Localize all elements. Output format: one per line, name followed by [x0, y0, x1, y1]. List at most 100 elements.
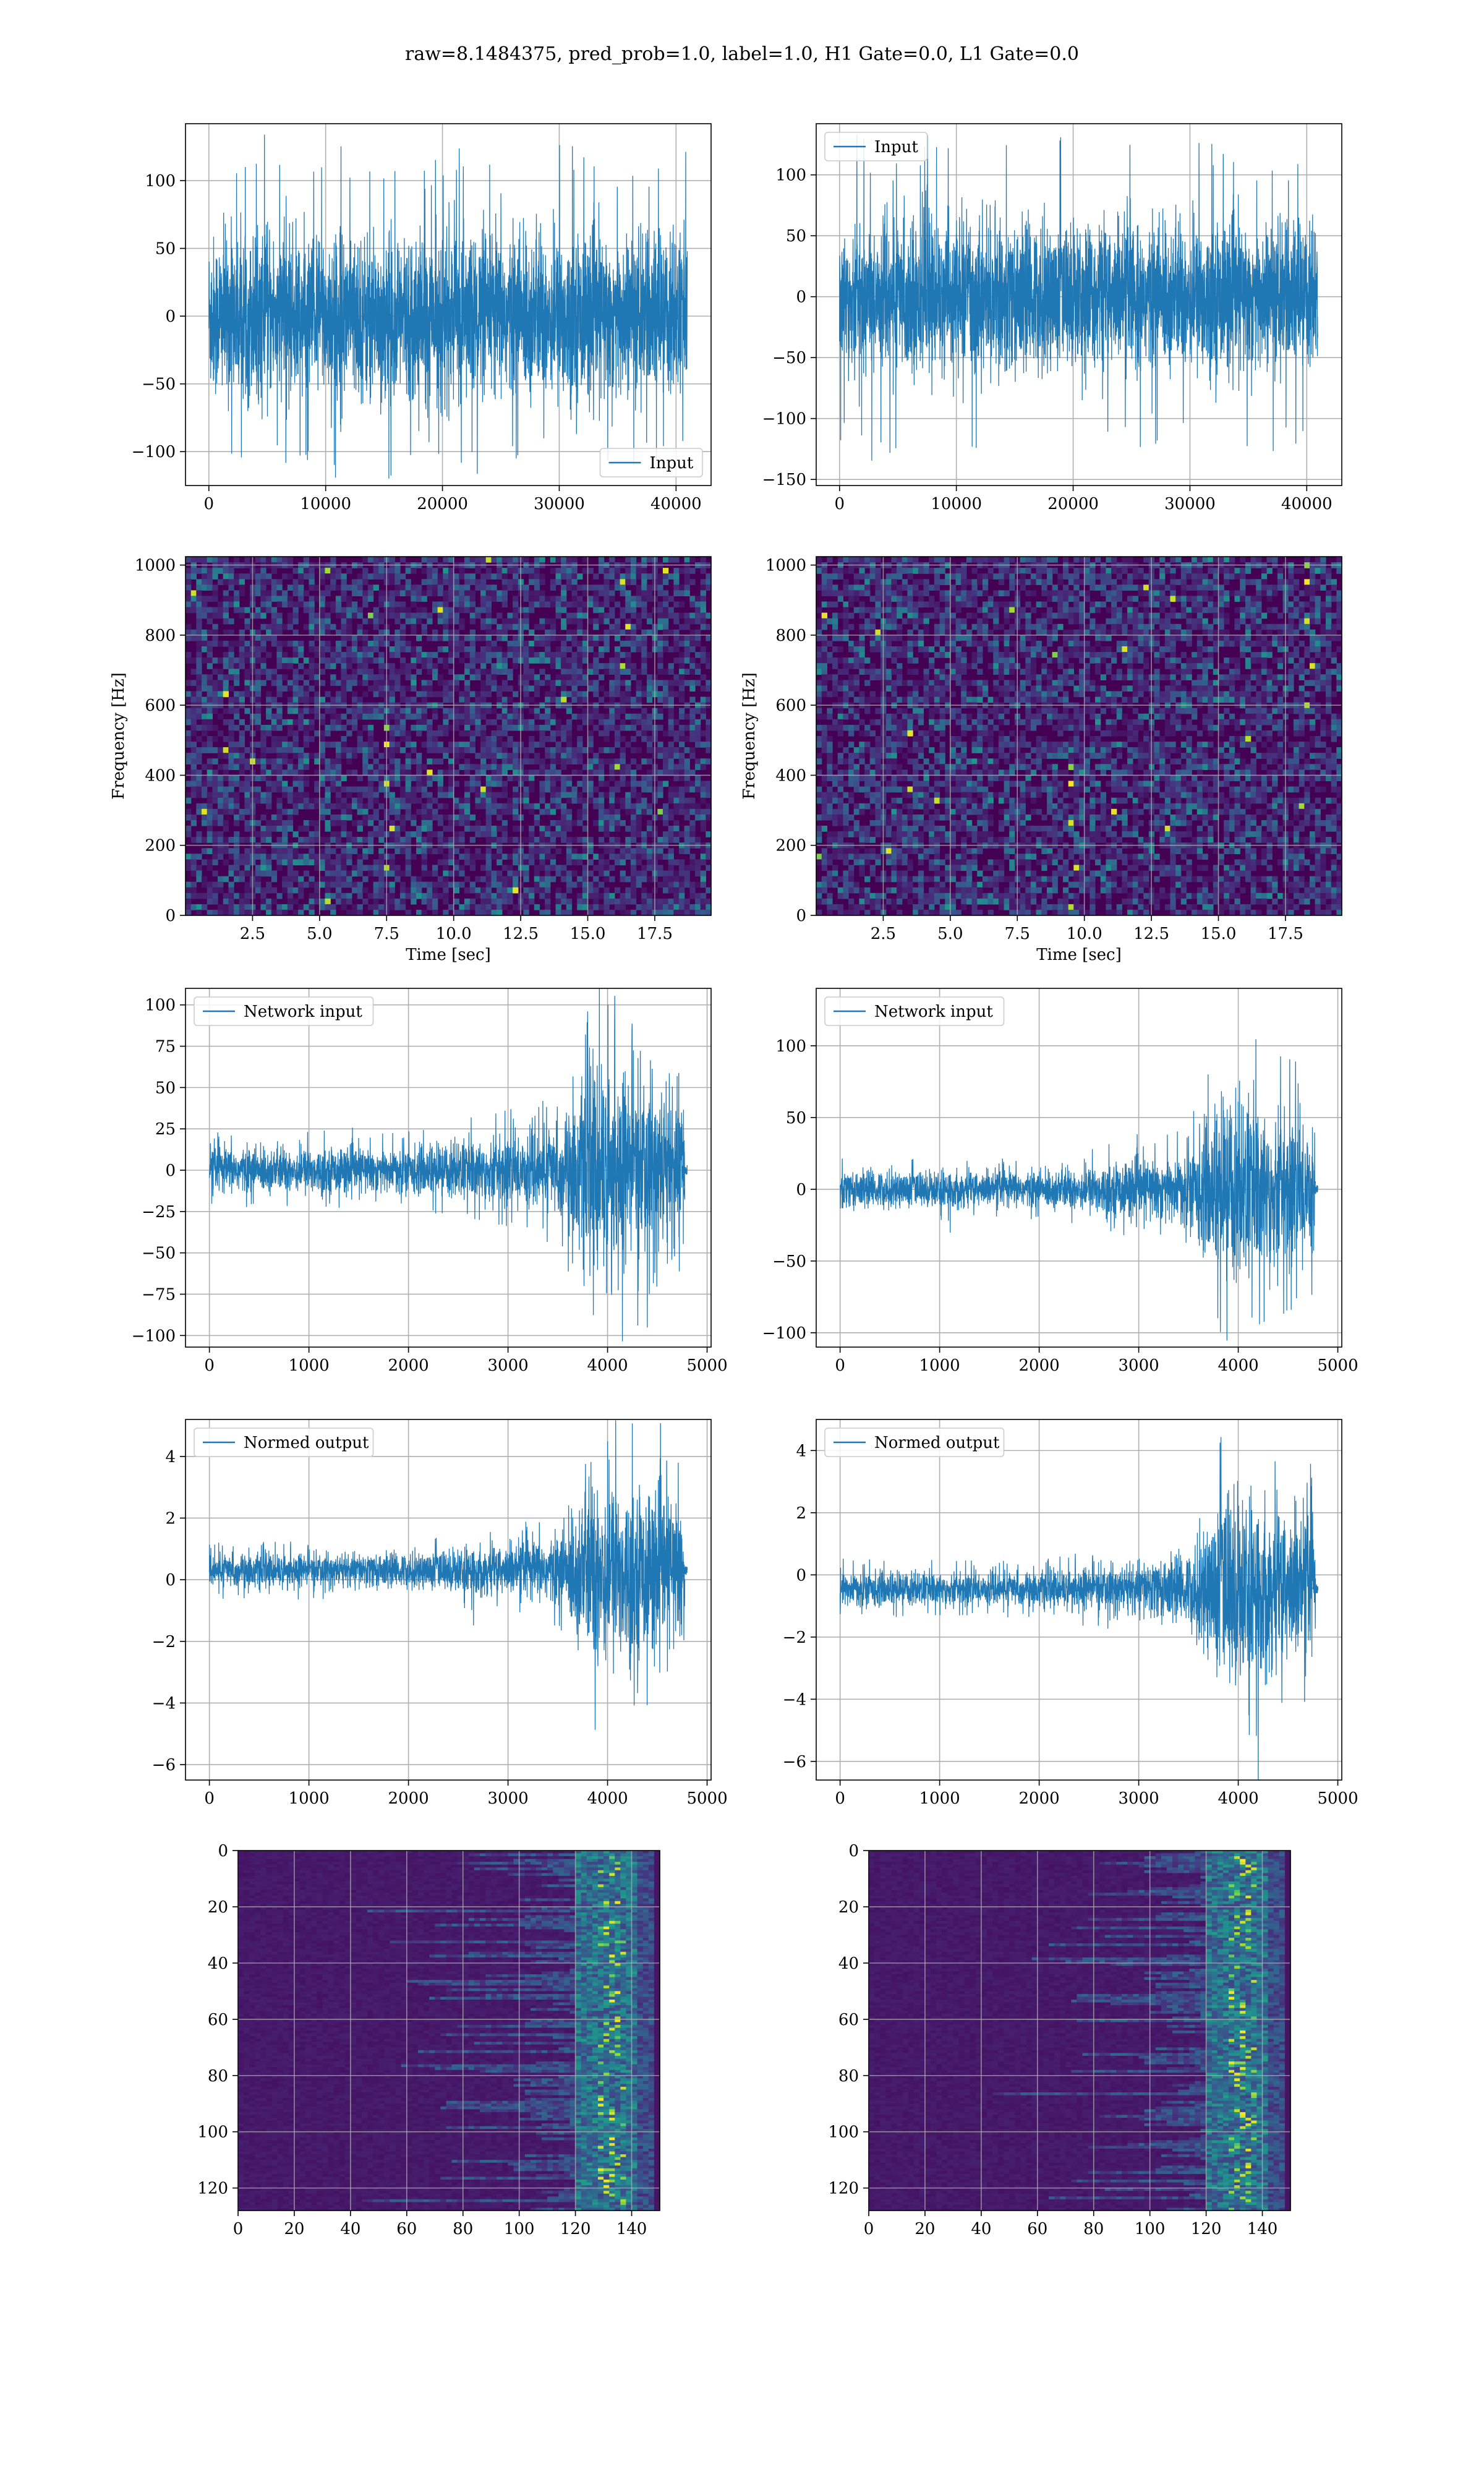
heatmap-cell: [502, 787, 508, 793]
heatmap-cell: [843, 557, 848, 563]
heatmap-cell: [864, 584, 870, 591]
heatmap-cell: [604, 714, 610, 720]
heatmap-cell: [255, 888, 261, 894]
heatmap-cell: [582, 714, 588, 720]
heatmap-cell: [539, 714, 545, 720]
heatmap-cell: [539, 579, 545, 585]
heatmap-cell: [572, 848, 578, 854]
heatmap-cell: [244, 775, 250, 781]
heatmap-cell: [255, 876, 261, 883]
heatmap-cell: [196, 652, 202, 658]
heatmap-cell: [228, 865, 234, 871]
heatmap-cell: [228, 899, 234, 905]
heatmap-cell: [577, 758, 582, 764]
heatmap-cell: [352, 803, 357, 810]
heatmap-cell: [357, 736, 363, 742]
heatmap-cell: [218, 602, 223, 608]
heatmap-cell: [459, 831, 464, 837]
heatmap-cell: [373, 893, 379, 899]
heatmap-cell: [577, 876, 582, 883]
heatmap-cell: [539, 618, 545, 625]
heatmap-cell: [577, 714, 582, 720]
heatmap-cell: [288, 573, 293, 580]
heatmap-cell: [459, 820, 464, 826]
heatmap-cell: [507, 882, 513, 888]
heatmap-cell: [196, 674, 202, 680]
heatmap-cell: [260, 742, 266, 748]
heatmap-cell: [373, 568, 379, 574]
heatmap-cell: [432, 758, 438, 764]
heatmap-cell: [673, 584, 679, 591]
heatmap-cell: [390, 859, 395, 865]
heatmap-cell: [341, 652, 347, 658]
heatmap-cell: [663, 899, 668, 905]
heatmap-cell: [207, 820, 213, 826]
heatmap-cell: [400, 798, 406, 804]
heatmap-cell: [390, 714, 395, 720]
heatmap-cell: [454, 899, 459, 905]
heatmap-cell: [599, 674, 604, 680]
heatmap-cell: [271, 607, 277, 614]
heatmap-cell: [352, 837, 357, 843]
heatmap-cell: [572, 882, 578, 888]
heatmap-cell: [875, 579, 881, 585]
heatmap-cell: [357, 803, 363, 810]
heatmap-cell: [422, 781, 427, 787]
heatmap-cell: [282, 652, 288, 658]
heatmap-cell: [196, 803, 202, 810]
heatmap-cell: [491, 758, 497, 764]
heatmap-cell: [191, 697, 197, 703]
heatmap-cell: [1031, 573, 1036, 580]
heatmap-cell: [207, 663, 213, 669]
heatmap-cell: [620, 584, 626, 591]
heatmap-cell: [357, 888, 363, 894]
heatmap-cell: [427, 736, 432, 742]
heatmap-cell: [223, 876, 229, 883]
heatmap-cell: [556, 719, 561, 726]
heatmap-cell: [566, 747, 572, 753]
heatmap-cell: [599, 809, 604, 815]
heatmap-cell: [298, 641, 304, 647]
heatmap-cell: [394, 848, 400, 854]
heatmap-cell: [330, 758, 336, 764]
heatmap-cell: [260, 865, 266, 871]
heatmap-cell: [228, 630, 234, 636]
heatmap-cell: [454, 837, 459, 843]
heatmap-cell: [378, 888, 384, 894]
heatmap-cell: [464, 803, 470, 810]
heatmap-cell: [330, 663, 336, 669]
heatmap-cell: [647, 584, 652, 591]
heatmap-cell: [609, 680, 615, 686]
heatmap-cell: [561, 781, 566, 787]
heatmap-cell: [470, 579, 475, 585]
heatmap-cell: [631, 579, 636, 585]
heatmap-cell: [432, 831, 438, 837]
heatmap-cell: [325, 859, 331, 865]
heatmap-cell: [491, 798, 497, 804]
heatmap-cell: [572, 837, 578, 843]
heatmap-cell: [534, 820, 540, 826]
heatmap-cell: [244, 865, 250, 871]
heatmap-cell: [266, 792, 271, 798]
heatmap-cell: [411, 815, 416, 821]
heatmap-cell: [288, 859, 293, 865]
heatmap-cell: [390, 691, 395, 698]
heatmap-cell: [244, 607, 250, 614]
heatmap-cell: [636, 573, 642, 580]
heatmap-cell: [545, 714, 550, 720]
heatmap-cell: [657, 742, 663, 748]
heatmap-cell: [207, 848, 213, 854]
heatmap-cell: [228, 579, 234, 585]
heatmap-cell: [416, 837, 422, 843]
heatmap-cell: [218, 792, 223, 798]
heatmap-cell: [689, 697, 695, 703]
heatmap-cell: [657, 747, 663, 753]
heatmap-cell: [427, 815, 432, 821]
heatmap-cell: [539, 590, 545, 596]
heatmap-cell: [701, 787, 706, 793]
heatmap-cell: [346, 815, 352, 821]
heatmap-cell: [480, 831, 486, 837]
heatmap-cell: [341, 775, 347, 781]
heatmap-cell: [390, 888, 395, 894]
heatmap-cell: [636, 635, 642, 641]
